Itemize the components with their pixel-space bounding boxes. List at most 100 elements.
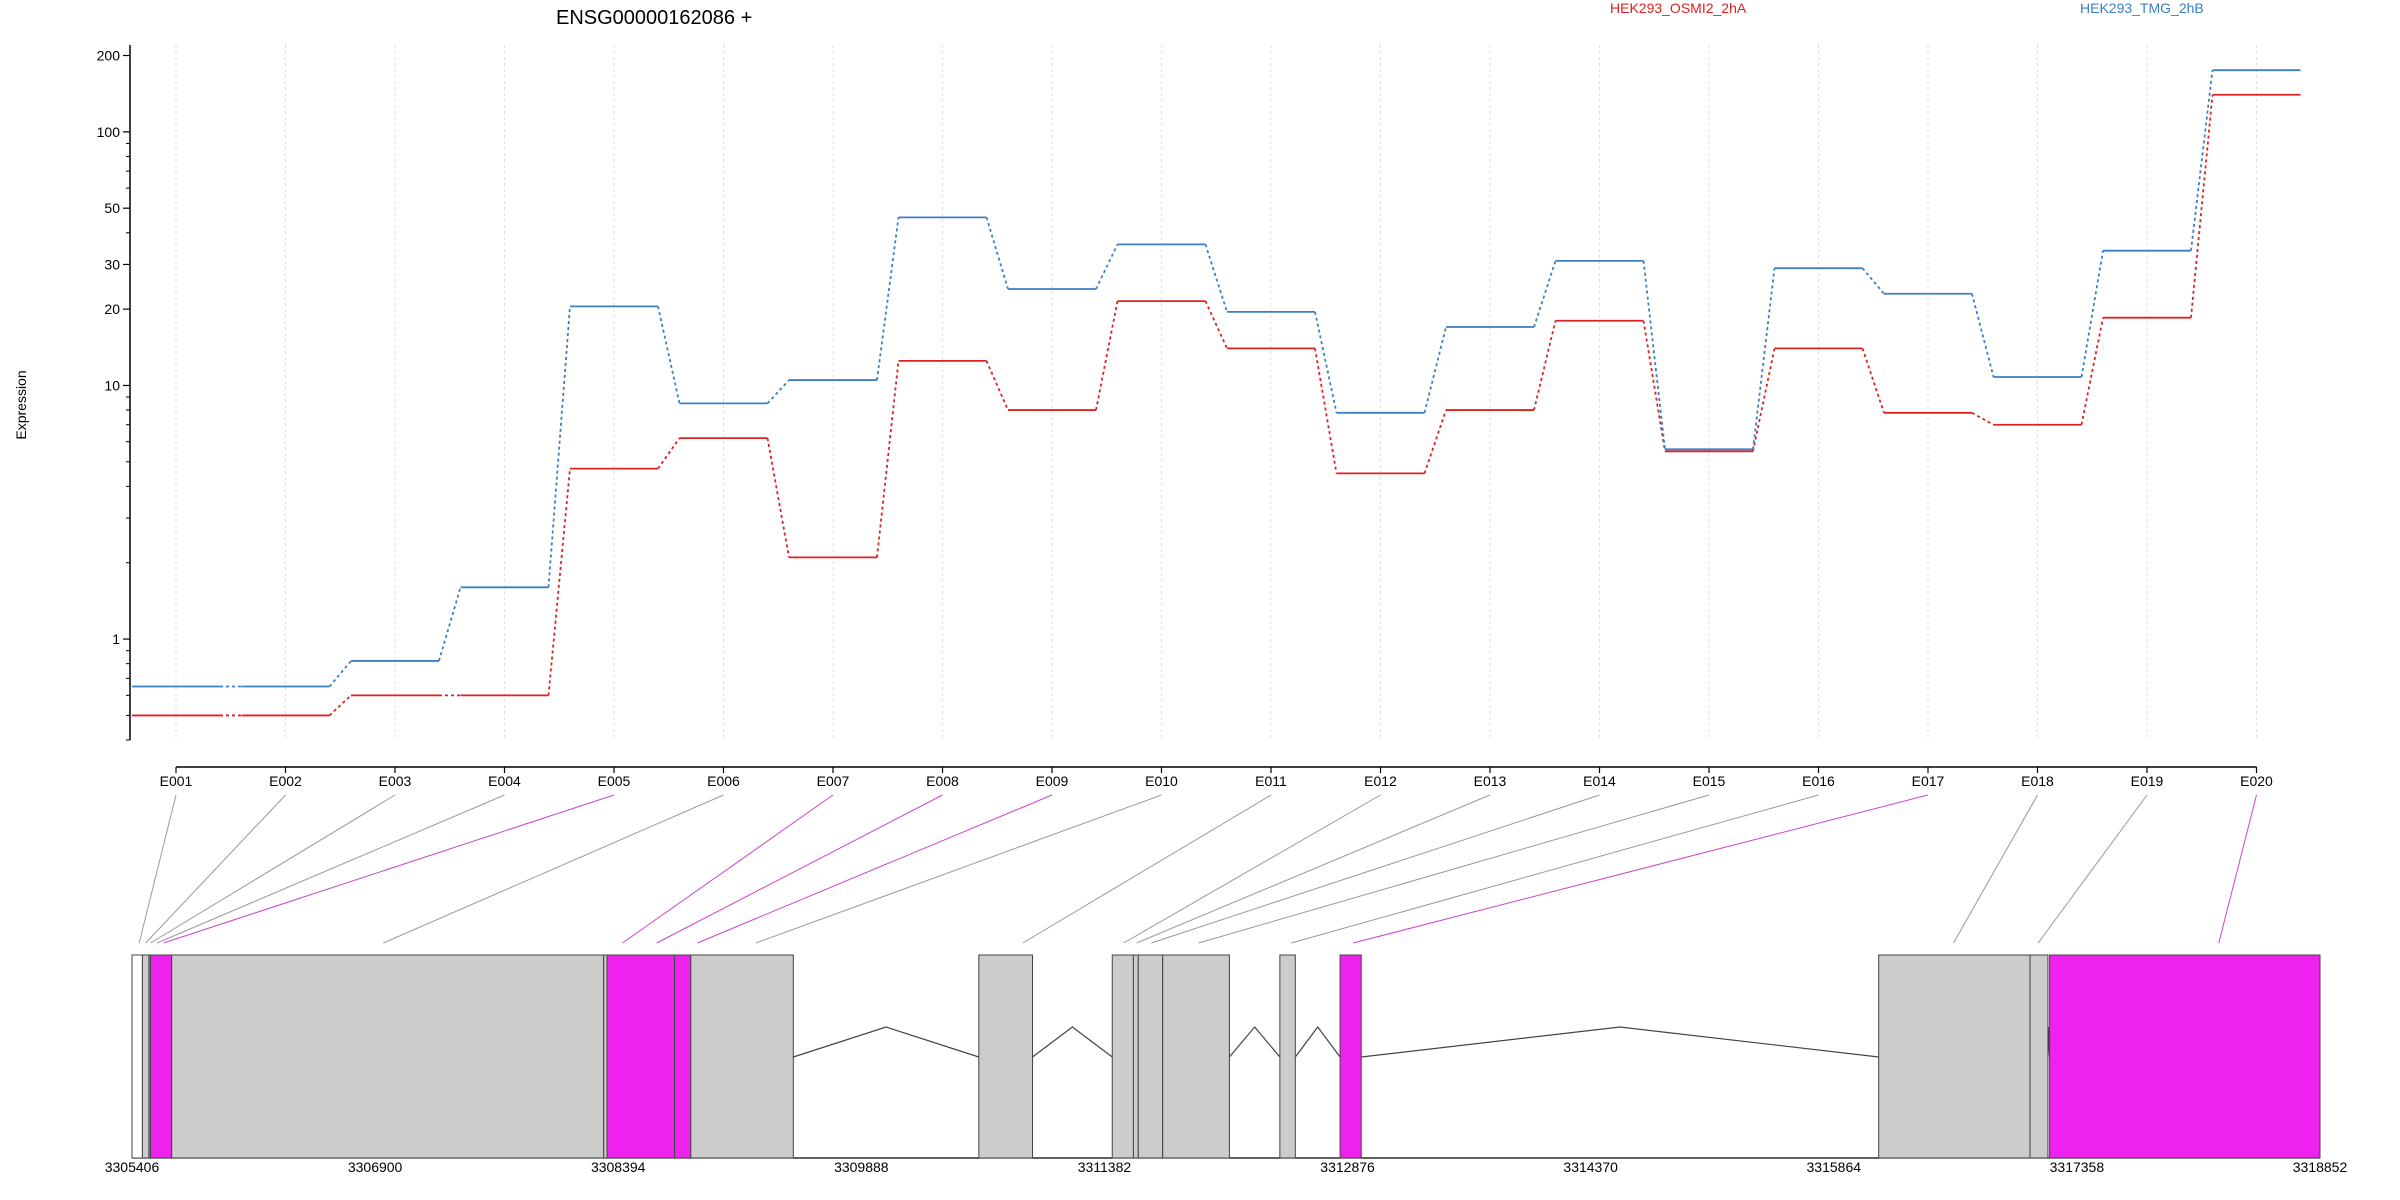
exon-link-line [1352, 794, 1929, 944]
x-tick-label: E020 [2240, 773, 2273, 789]
exon-link-line [697, 794, 1053, 944]
gene-coordinate-label: 3305406 [105, 1159, 160, 1175]
series-connector [657, 306, 681, 404]
exon-link-line [622, 794, 834, 944]
legend-entry: HEK293_OSMI2_2hA [1610, 0, 1747, 16]
exon-link-line [1953, 794, 2038, 944]
intron-line [1228, 1026, 1281, 1058]
exon-link-line [145, 794, 286, 944]
y-tick-label: 100 [97, 124, 121, 140]
series-connector [766, 379, 790, 404]
series-connector [1752, 268, 1776, 450]
exon-block [2049, 954, 2321, 1159]
exon-block [2029, 954, 2049, 1159]
exon-block [674, 954, 692, 1159]
series-connector [1642, 320, 1666, 452]
chart-text: ENSG00000162086 + HEK293_OSMI2_2hA HEK29… [13, 0, 2204, 440]
x-tick-label: E011 [1255, 773, 1287, 789]
exon-link-line [2037, 794, 2148, 944]
series-connector [1642, 260, 1666, 450]
series-connector [876, 217, 900, 381]
exon-link-line [150, 794, 396, 944]
y-tick-label: 1 [112, 631, 120, 647]
series-connector [985, 217, 1009, 290]
gene-coordinate-label: 3312876 [1320, 1159, 1375, 1175]
series-connector [1533, 320, 1557, 411]
gene-model: 3305406 3306900 3308394 3309888 3311382 33128… [105, 954, 2347, 1175]
series-connector [1204, 244, 1228, 313]
series-connector [438, 587, 462, 662]
y-axis-label: Expression [13, 370, 29, 439]
expression-series [132, 69, 2301, 717]
exon-link-line [1291, 794, 1819, 944]
series-connector [1314, 348, 1338, 474]
series-connector [657, 437, 681, 470]
series-connector [328, 660, 352, 688]
series-connector [876, 360, 900, 558]
exon-block [1137, 954, 1164, 1159]
exon-block [978, 954, 1034, 1159]
gene-coordinate-label: 3308394 [591, 1159, 646, 1175]
exon-link-line [1136, 794, 1491, 944]
exon-link-line [383, 794, 724, 944]
exon-block [171, 954, 605, 1159]
x-tick-label: E003 [379, 773, 412, 789]
exon-block [1132, 954, 1139, 1159]
gene-coordinate-label: 3309888 [834, 1159, 889, 1175]
x-tick-label: E004 [488, 773, 521, 789]
exon-block [690, 954, 794, 1159]
chart-title: ENSG00000162086 + [556, 7, 752, 29]
exon-links [138, 794, 2257, 944]
exon-block [1111, 954, 1134, 1159]
axes: 1 10 20 30 50 100 200 E001 E002 E003 E004 E005 E006 E… [97, 45, 2273, 789]
exon-link-line [1151, 794, 1600, 944]
exon-link-line [2218, 794, 2257, 944]
gene-coordinate-label: 3317358 [2050, 1159, 2105, 1175]
y-tick-label: 10 [104, 377, 120, 393]
vertical-grid [175, 45, 2257, 740]
series-connector [1314, 311, 1338, 414]
x-tick-label: E008 [926, 773, 959, 789]
y-tick-label: 20 [104, 301, 120, 317]
x-tick-label: E001 [160, 773, 193, 789]
x-tick-label: E007 [817, 773, 850, 789]
gene-coordinate-label: 3315864 [1807, 1159, 1862, 1175]
gene-coordinate-label: 3314370 [1563, 1159, 1618, 1175]
exon-block [1279, 954, 1296, 1159]
exon-link-line [656, 794, 943, 944]
series-connector [1423, 326, 1447, 414]
intron-line [1361, 1026, 1879, 1058]
exon-link-line [755, 794, 1162, 944]
series-connector [1095, 300, 1119, 411]
series-connector [1861, 348, 1885, 414]
series-connector [2080, 250, 2104, 378]
x-tick-label: E019 [2131, 773, 2164, 789]
x-tick-label: E014 [1583, 773, 1616, 789]
exon-block [141, 954, 150, 1159]
exon-link-line [156, 794, 505, 944]
exon-block [1339, 954, 1362, 1159]
x-tick-label: E005 [598, 773, 631, 789]
y-tick-label: 30 [104, 256, 120, 272]
x-tick-label: E002 [269, 773, 302, 789]
exon-block [1878, 954, 2031, 1159]
series-connector [328, 694, 352, 717]
series-connector [1861, 267, 1885, 295]
exon-link-line [1123, 794, 1381, 944]
series-connector [547, 468, 571, 696]
exon-link-line [138, 794, 177, 944]
series-connector [1533, 260, 1557, 328]
series-connector [985, 360, 1009, 411]
intron-line [1294, 1025, 1341, 1058]
y-tick-label: 200 [97, 47, 121, 63]
y-tick-label: 50 [104, 200, 120, 216]
exon-link-line [1198, 794, 1710, 944]
series-connector [547, 306, 571, 588]
x-tick-label: E012 [1364, 773, 1397, 789]
x-tick-label: E018 [2021, 773, 2054, 789]
exon-link-line [1022, 794, 1272, 944]
series-connector [766, 437, 790, 558]
series-connector [2190, 94, 2214, 318]
gene-coordinate-label: 3306900 [348, 1159, 403, 1175]
